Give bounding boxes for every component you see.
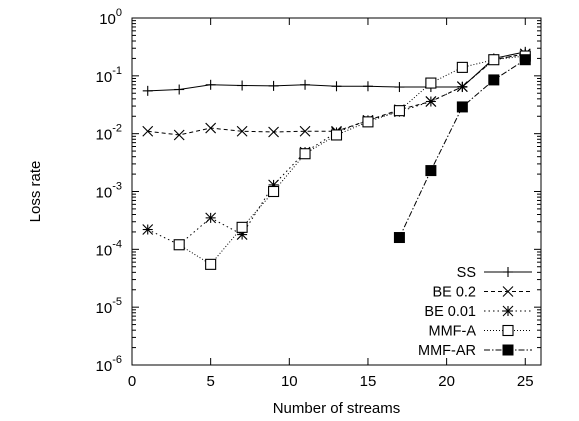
data-point bbox=[142, 125, 154, 137]
y-tick-base: 10 bbox=[96, 185, 113, 202]
data-point bbox=[268, 126, 279, 138]
y-tick-base: 10 bbox=[96, 242, 113, 259]
legend-item: MMF-AR bbox=[418, 343, 532, 359]
y-tick-label: 10-4 bbox=[96, 238, 122, 259]
y-tick-exponent: -4 bbox=[112, 238, 122, 250]
data-point bbox=[519, 54, 531, 66]
y-tick-label: 10-6 bbox=[96, 354, 122, 375]
legend-label: MMF-AR bbox=[418, 343, 476, 359]
x-tick-label: 5 bbox=[206, 373, 214, 390]
legend-label: SS bbox=[457, 265, 476, 281]
y-tick-label: 10-3 bbox=[96, 181, 122, 202]
data-point bbox=[456, 81, 468, 93]
data-point bbox=[173, 239, 185, 251]
series-line bbox=[178, 55, 526, 266]
series-layer bbox=[142, 46, 531, 270]
data-point bbox=[488, 74, 500, 86]
data-point bbox=[173, 129, 185, 141]
data-point bbox=[299, 125, 311, 137]
y-tick-exponent: -5 bbox=[112, 296, 122, 308]
legend-marker bbox=[502, 305, 514, 317]
plot-frame bbox=[131, 17, 542, 366]
y-tick-label: 10-5 bbox=[96, 296, 122, 317]
legend-marker bbox=[503, 267, 513, 277]
data-point bbox=[299, 148, 311, 160]
data-point bbox=[393, 105, 405, 117]
data-point bbox=[425, 165, 437, 177]
series-ss bbox=[142, 46, 531, 96]
legend-marker bbox=[502, 324, 514, 337]
series-be-0-01 bbox=[142, 48, 531, 251]
legend-item: BE 0.01 bbox=[424, 304, 532, 320]
data-point bbox=[330, 129, 343, 141]
legend-marker bbox=[502, 286, 514, 297]
x-axis-label: Number of streams bbox=[273, 400, 401, 417]
series-mmf-a bbox=[173, 50, 531, 270]
y-tick-exponent: -2 bbox=[112, 123, 122, 135]
data-point bbox=[331, 81, 342, 92]
data-point bbox=[142, 224, 154, 235]
legend-item: MMF-A bbox=[428, 324, 532, 340]
legend-item: BE 0.2 bbox=[432, 285, 532, 301]
legend-marker bbox=[502, 344, 514, 356]
data-point bbox=[456, 61, 468, 73]
data-point bbox=[393, 232, 405, 244]
data-point bbox=[174, 84, 185, 95]
data-point bbox=[237, 80, 248, 91]
y-tick-label: 10-1 bbox=[96, 65, 122, 86]
series-line bbox=[147, 53, 526, 136]
data-point bbox=[236, 221, 248, 233]
series-be-0-2 bbox=[142, 48, 531, 141]
data-point bbox=[362, 81, 373, 92]
y-axis-label: Loss rate bbox=[27, 161, 44, 223]
y-tick-label: 10-2 bbox=[96, 123, 122, 144]
data-point bbox=[205, 212, 217, 224]
series-mmf-ar bbox=[393, 54, 531, 244]
y-tick-base: 10 bbox=[96, 127, 113, 144]
legend-label: BE 0.01 bbox=[424, 304, 476, 320]
x-tick-label: 25 bbox=[517, 373, 534, 390]
y-tick-exponent: -6 bbox=[112, 354, 122, 366]
data-point bbox=[205, 79, 216, 90]
data-point bbox=[425, 77, 437, 89]
x-axis: 0 5 10 15 20 25 bbox=[128, 18, 534, 390]
y-tick-base: 10 bbox=[96, 300, 113, 317]
data-point bbox=[456, 101, 468, 113]
data-point bbox=[142, 85, 153, 96]
data-point bbox=[205, 122, 217, 134]
y-tick-exponent: -3 bbox=[112, 181, 122, 193]
legend-item: SS bbox=[457, 265, 532, 281]
x-tick-label: 0 bbox=[128, 373, 136, 390]
data-point bbox=[236, 125, 248, 137]
data-point bbox=[425, 96, 437, 107]
data-point bbox=[362, 116, 374, 128]
y-tick-exponent: -1 bbox=[112, 65, 122, 77]
data-point bbox=[205, 258, 217, 270]
y-tick-label: 100 bbox=[99, 7, 122, 28]
data-point bbox=[268, 185, 280, 198]
legend: SS BE 0.2 BE 0.01 MMF-A MMF-AR bbox=[418, 265, 532, 359]
x-tick-label: 10 bbox=[281, 373, 298, 390]
x-tick-label: 20 bbox=[438, 373, 455, 390]
data-point bbox=[394, 82, 405, 93]
series-line bbox=[398, 59, 526, 238]
y-tick-exponent: 0 bbox=[116, 7, 122, 19]
y-tick-base: 10 bbox=[96, 358, 113, 375]
data-point bbox=[488, 54, 500, 66]
x-tick-label: 15 bbox=[360, 373, 377, 390]
y-tick-base: 10 bbox=[99, 11, 116, 28]
data-point bbox=[268, 80, 279, 91]
data-point bbox=[300, 79, 311, 90]
legend-label: BE 0.2 bbox=[432, 285, 476, 301]
y-tick-base: 10 bbox=[96, 69, 113, 86]
legend-label: MMF-A bbox=[428, 324, 476, 340]
